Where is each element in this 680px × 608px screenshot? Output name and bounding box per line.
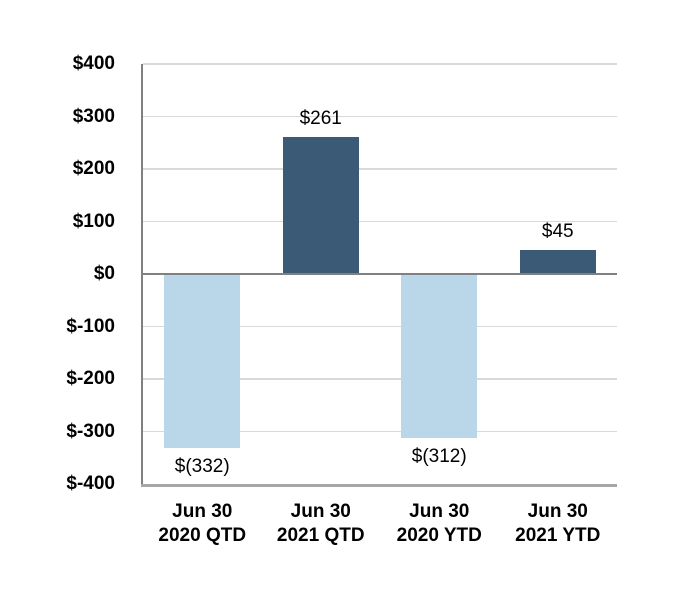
bar-value-label: $(332)	[174, 456, 230, 478]
y-axis-tick-label: $-400	[66, 473, 115, 494]
gridline	[143, 430, 617, 433]
bar	[519, 250, 596, 274]
bar	[282, 136, 359, 274]
x-axis-category-line: Jun 30	[409, 501, 470, 522]
gridline	[143, 168, 617, 170]
x-axis-category-line: 2020 QTD	[158, 525, 247, 546]
bar	[164, 274, 241, 449]
y-axis-tick-label: $0	[93, 263, 115, 284]
zero-axis-line	[143, 273, 617, 275]
gridline	[143, 63, 617, 65]
x-axis-category-label: Jun 30 2021 QTD	[262, 500, 381, 548]
y-axis-tick-label: $300	[72, 105, 115, 127]
bar-value-label: $(312)	[411, 445, 467, 467]
x-axis-category-line: 2020 YTD	[396, 525, 482, 546]
y-axis-tick-label: $-100	[66, 315, 115, 337]
gridline	[143, 378, 617, 380]
x-axis-category-label: Jun 30 2020 YTD	[380, 500, 499, 548]
x-axis-category-label: Jun 30 2021 YTD	[499, 500, 618, 548]
x-axis-category-line: 2021 YTD	[515, 525, 601, 546]
x-axis-category-line: Jun 30	[172, 501, 233, 522]
x-axis-category-line: 2021 QTD	[276, 525, 365, 546]
y-axis-tick-label: $400	[72, 53, 115, 74]
bar-value-label: $261	[299, 107, 342, 129]
y-axis-line	[141, 64, 143, 486]
gridline	[143, 115, 617, 118]
x-axis-category-line: Jun 30	[290, 501, 351, 522]
y-axis-tick-label: $-200	[66, 368, 115, 389]
x-axis-line	[141, 484, 617, 487]
bar	[401, 274, 478, 438]
y-axis-tick-label: $200	[72, 158, 115, 179]
y-axis-tick-label: $-300	[66, 420, 115, 442]
x-axis-category-label: Jun 30 2020 QTD	[143, 500, 262, 548]
y-axis-tick-label: $100	[72, 210, 115, 232]
x-axis-category-line: Jun 30	[527, 501, 588, 522]
bar-value-label: $45	[541, 221, 574, 243]
gridline	[143, 220, 617, 223]
gridline	[143, 325, 617, 328]
